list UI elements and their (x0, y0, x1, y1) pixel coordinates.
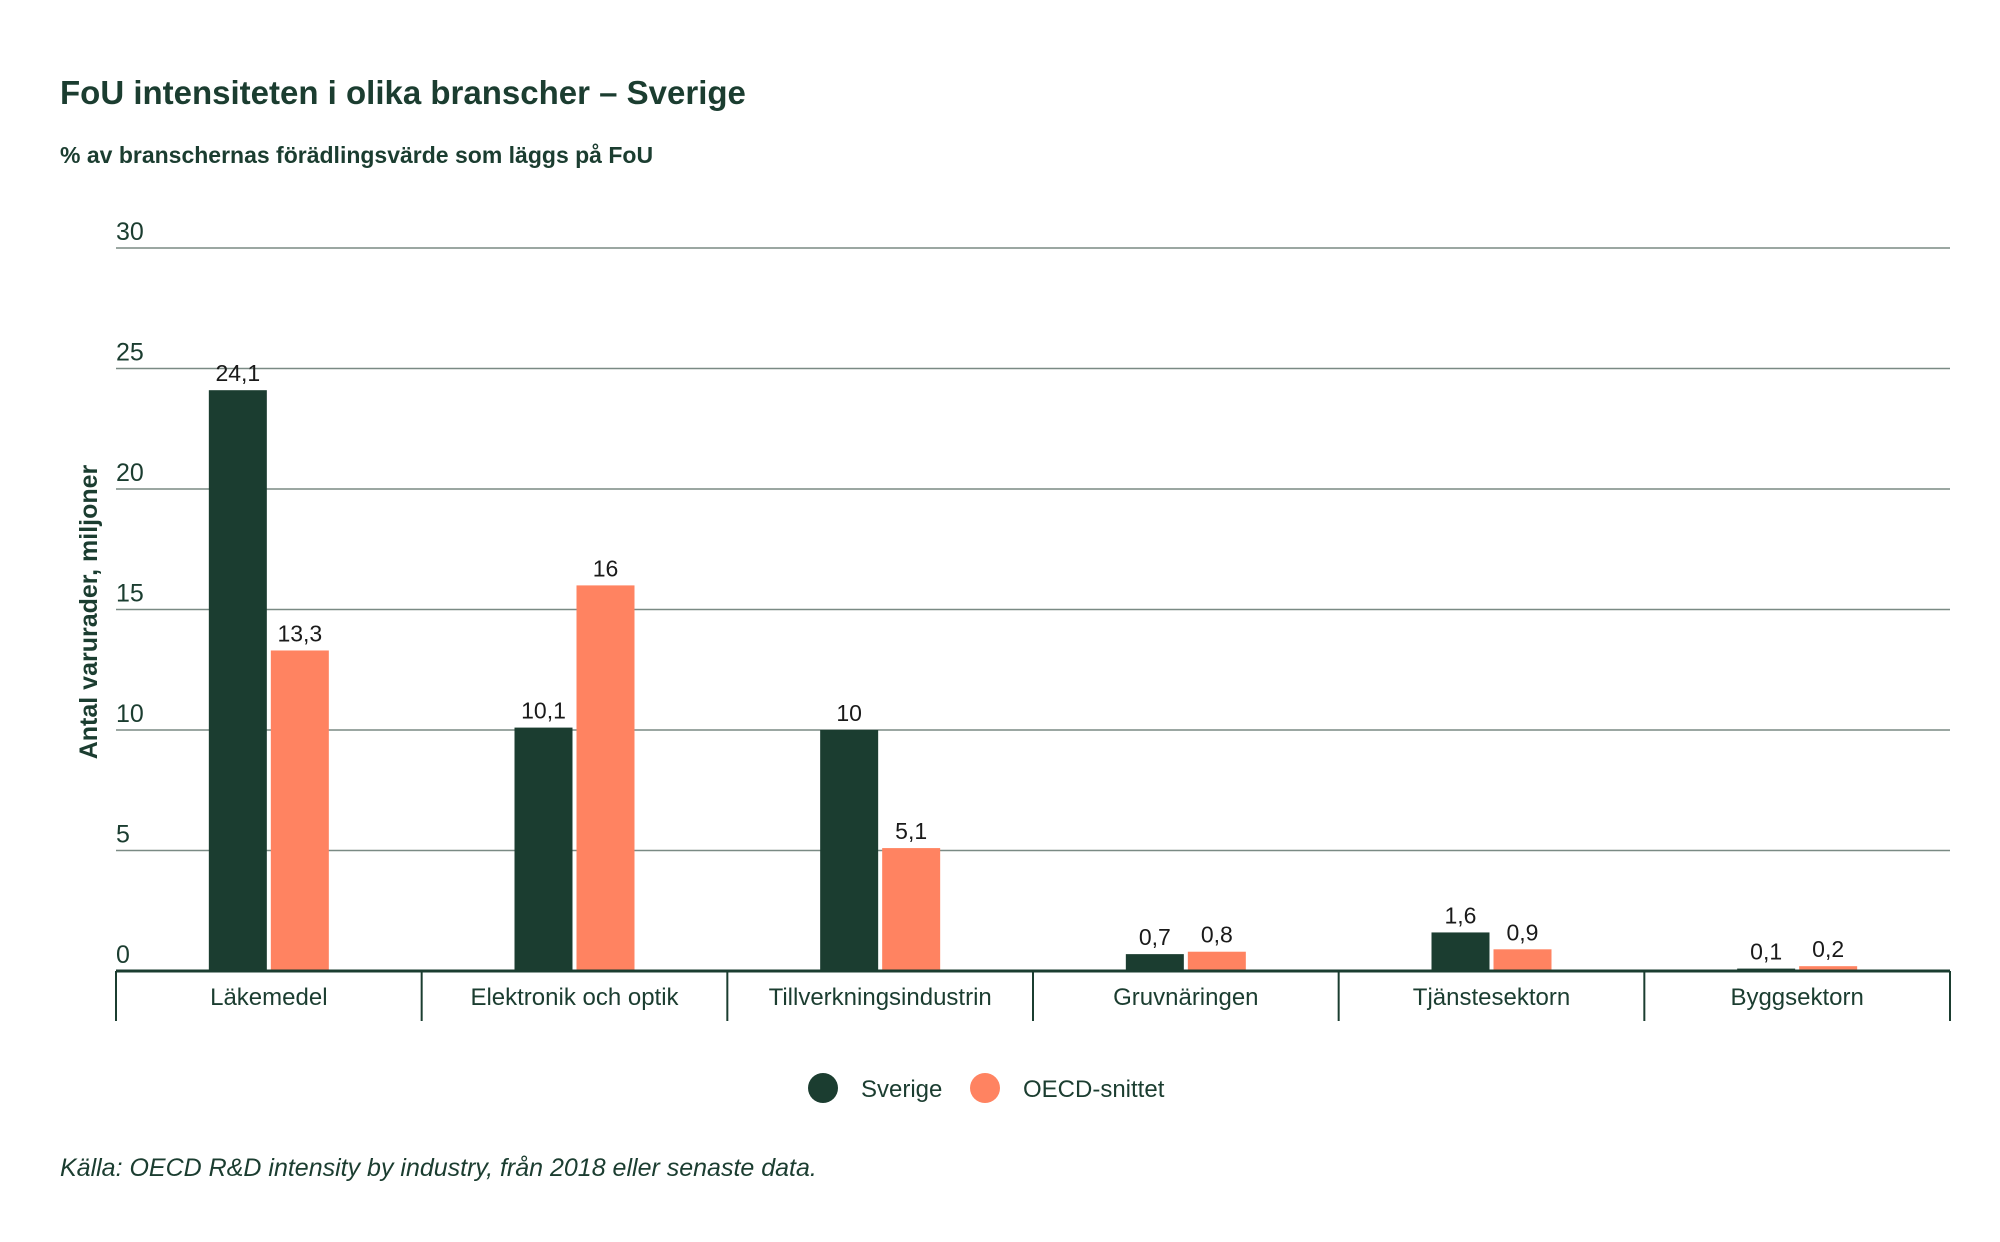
data-label: 0,2 (1812, 936, 1844, 962)
source-note: Källa: OECD R&D intensity by industry, f… (60, 1154, 817, 1182)
y-axis-label: Antal varurader, miljoner (75, 464, 103, 759)
x-tick-label: Gruvnäringen (1113, 984, 1258, 1011)
y-tick-label: 25 (116, 339, 144, 367)
grid-lines (116, 247, 1950, 852)
bars (208, 390, 1858, 971)
bar (576, 585, 635, 971)
bar (820, 730, 879, 971)
x-axis: Läkemedel Elektronik och optik Tillverknin… (115, 969, 1951, 1021)
data-label: 0,7 (1139, 924, 1171, 950)
y-tick-label: 10 (116, 700, 144, 728)
x-tick-label: Elektronik och optik (470, 984, 679, 1011)
y-tick-label: 0 (116, 941, 130, 969)
x-tick-label: Läkemedel (210, 984, 327, 1011)
data-label: 0,1 (1750, 939, 1782, 965)
legend-marker (970, 1073, 1000, 1103)
x-tick-label: Tjänstesektorn (1413, 984, 1570, 1011)
x-tick-label: Byggsektorn (1730, 984, 1863, 1011)
data-label: 5,1 (895, 818, 927, 844)
legend: Sverige OECD-snittet (808, 1073, 1165, 1103)
y-tick-label: 15 (116, 580, 144, 608)
bar (1431, 932, 1490, 971)
data-label: 24,1 (215, 360, 260, 386)
bar (514, 727, 573, 971)
bar (1187, 951, 1246, 971)
bar (1799, 966, 1858, 971)
data-label: 13,3 (277, 620, 322, 646)
legend-label: OECD-snittet (1023, 1076, 1165, 1103)
bar (1493, 949, 1552, 971)
bar (270, 650, 329, 971)
chart-subtitle: % av branschernas förädlingsvärde som lä… (60, 142, 654, 168)
y-tick-label: 20 (116, 459, 144, 487)
bar (882, 848, 941, 971)
y-tick-label: 30 (116, 218, 144, 246)
data-label: 16 (593, 555, 619, 581)
x-tick-label: Tillverkningsindustrin (769, 984, 992, 1011)
data-label: 10,1 (521, 698, 566, 724)
chart-title: FoU intensiteten i olika branscher – Sve… (60, 74, 746, 111)
data-labels: 24,1 13,3 10,1 16 10 5,1 0,7 0,8 1,6 0,9 0,1 0,2 (215, 360, 1844, 964)
data-label: 1,6 (1445, 902, 1477, 928)
y-axis-ticks: 0 5 10 15 20 25 30 (116, 218, 144, 969)
y-tick-label: 5 (116, 821, 130, 849)
legend-label: Sverige (861, 1076, 942, 1103)
legend-marker (808, 1073, 838, 1103)
data-label: 10 (836, 700, 862, 726)
data-label: 0,8 (1201, 922, 1233, 948)
bar (1125, 954, 1184, 971)
data-label: 0,9 (1507, 919, 1539, 945)
bar (208, 390, 267, 971)
